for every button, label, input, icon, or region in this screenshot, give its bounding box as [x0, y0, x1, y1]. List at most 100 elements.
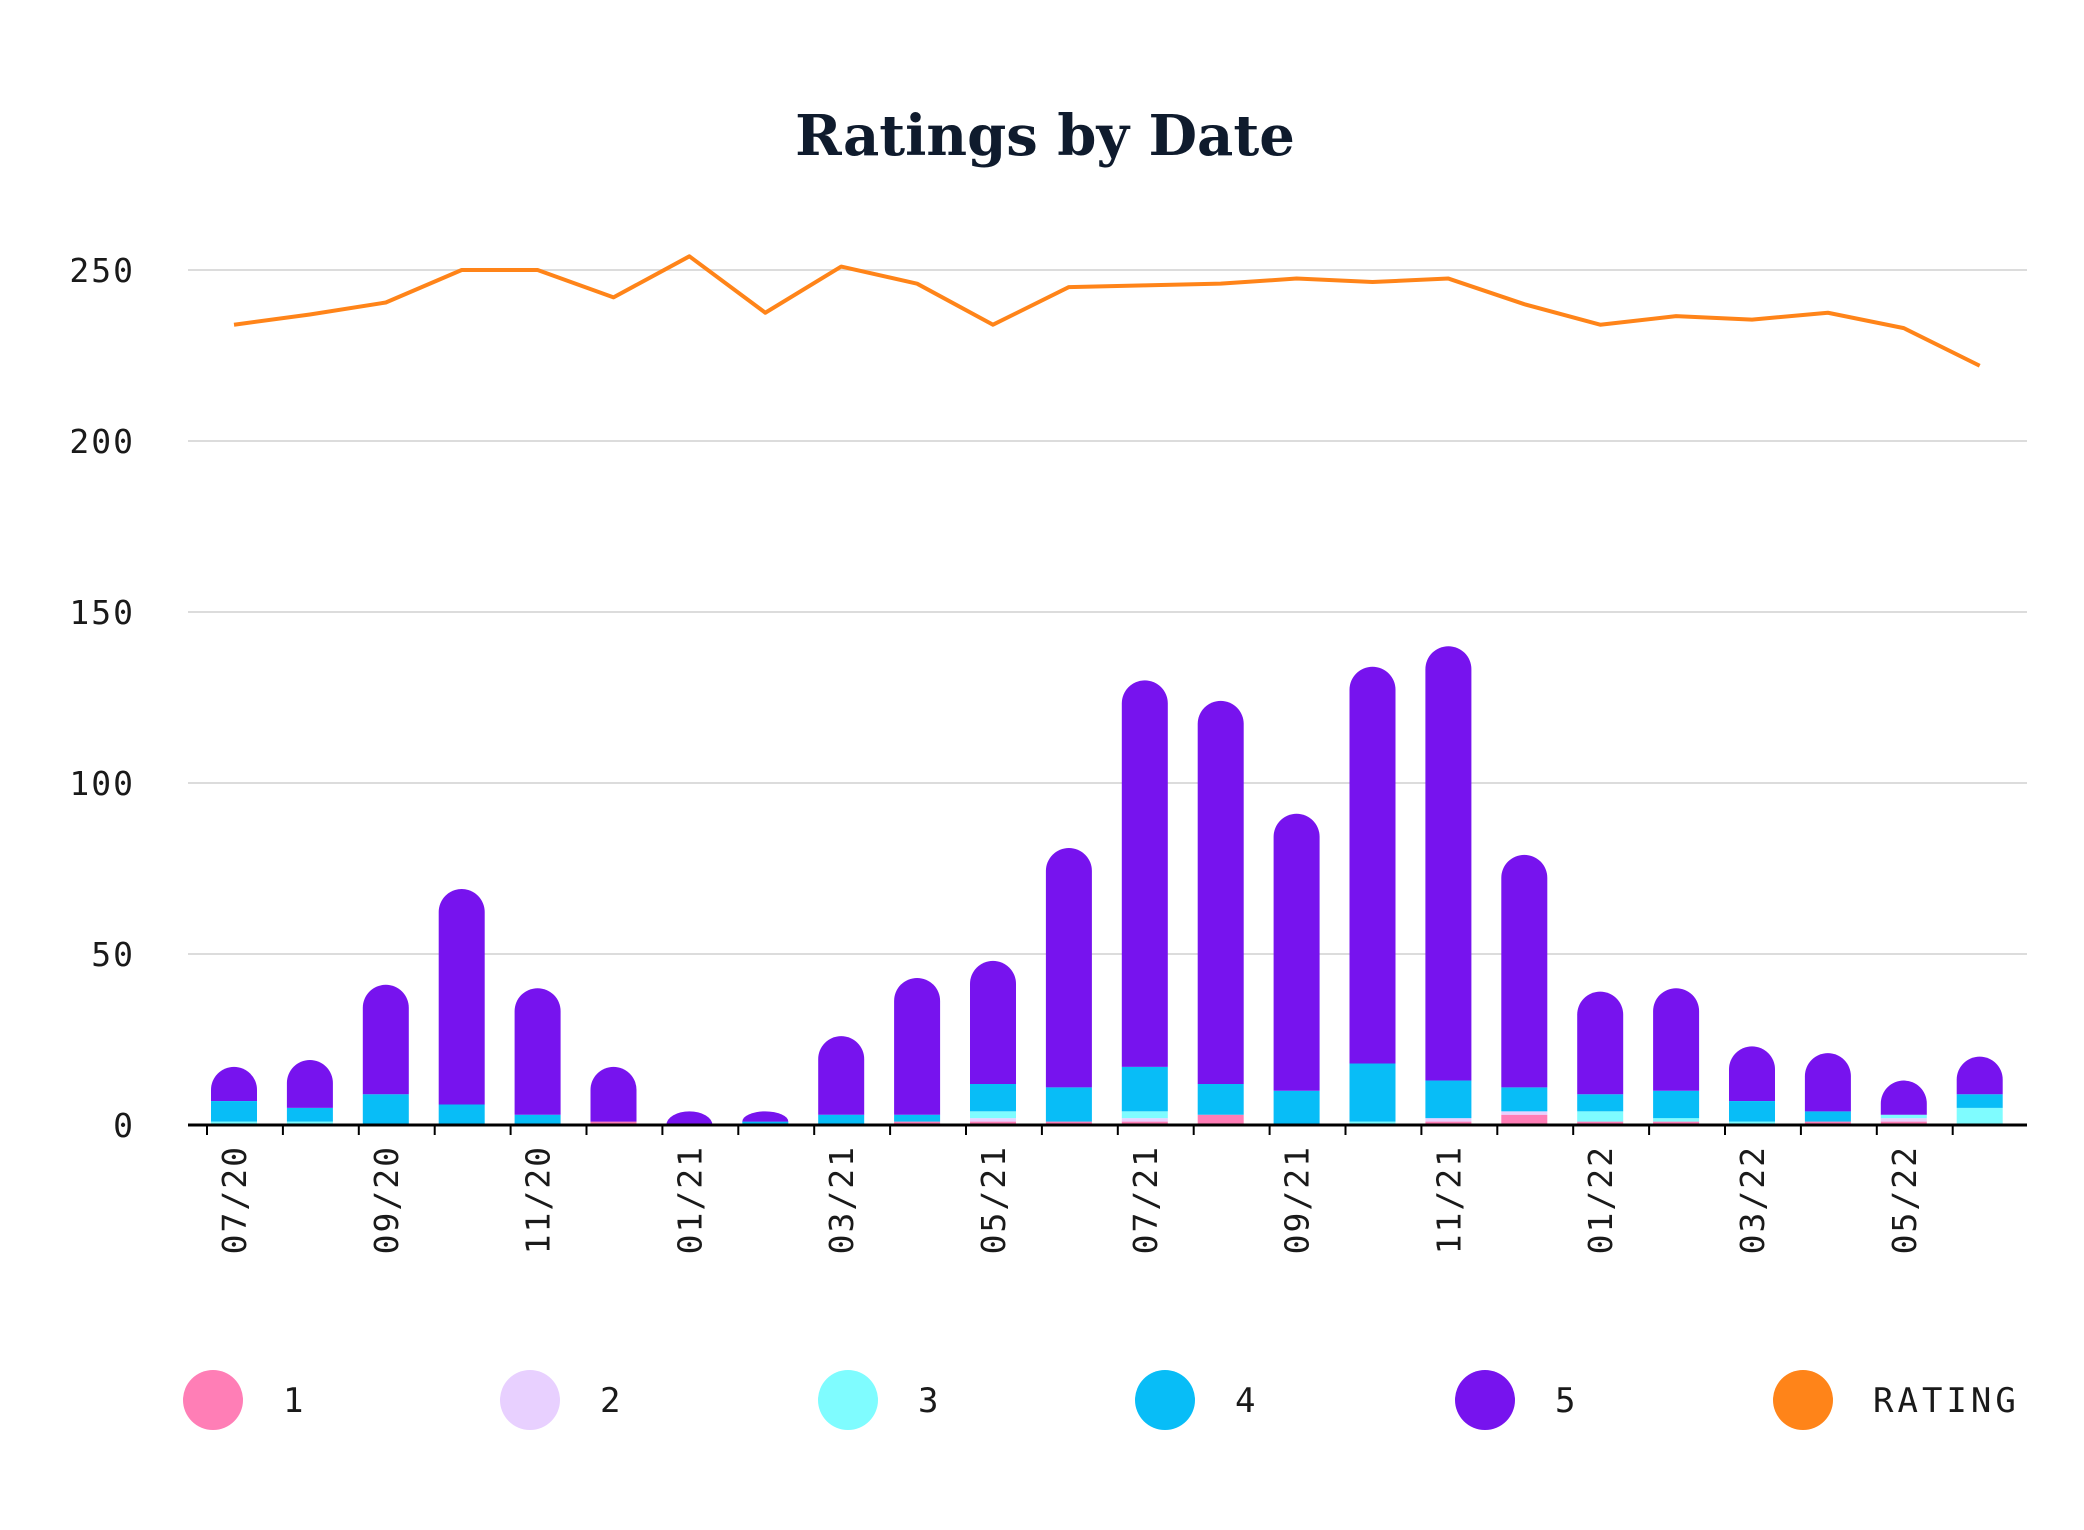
bar-segment-rating-4	[818, 1114, 865, 1125]
bar-segment-rating-5	[894, 977, 941, 1115]
legend-label: 5	[1555, 1381, 1579, 1421]
bar-stack-12/20	[590, 1066, 637, 1125]
x-tick-label: 09/20	[367, 1145, 406, 1254]
bar-stack-09/20	[362, 984, 409, 1125]
x-tick-label: 03/22	[1733, 1145, 1772, 1254]
x-tick-label: 07/20	[215, 1145, 254, 1254]
x-tick-label: 05/22	[1885, 1145, 1924, 1254]
x-tick-label: 11/20	[519, 1145, 558, 1254]
bar-segment-rating-1	[1425, 1121, 1472, 1125]
bar-stack-10/21	[1349, 666, 1396, 1125]
bar-segment-rating-1	[1197, 1114, 1244, 1125]
bar-stack-06/21	[1045, 847, 1092, 1125]
bar-segment-rating-1	[970, 1121, 1016, 1125]
bar-stack-05/21	[970, 960, 1016, 1125]
bar-segment-rating-5	[1197, 700, 1244, 1084]
bar-segment-rating-1	[1577, 1121, 1624, 1125]
bar-segment-rating-4	[742, 1121, 789, 1125]
bar-stack-08/20	[286, 1060, 333, 1125]
bar-segment-rating-1	[1045, 1121, 1092, 1125]
bar-stack-11/20	[514, 988, 561, 1125]
bar-segment-rating-4	[1729, 1101, 1775, 1122]
chart-title: Ratings by Date	[795, 103, 1295, 169]
bar-stack-07/20	[211, 1066, 257, 1125]
bar-segment-rating-3	[1653, 1118, 1700, 1122]
x-tick-label: 05/21	[974, 1145, 1013, 1254]
x-tick-label: 01/21	[670, 1145, 709, 1254]
bar-segment-rating-4	[211, 1101, 257, 1122]
bar-segment-rating-2	[1121, 1118, 1168, 1122]
bar-segment-rating-5	[1349, 666, 1396, 1064]
bar-segment-rating-4	[1349, 1063, 1396, 1122]
bar-segment-rating-5	[1425, 646, 1472, 1081]
bar-segment-rating-5	[286, 1060, 333, 1108]
bar-segment-rating-5	[1273, 813, 1320, 1091]
bar-stack-07/21	[1121, 680, 1168, 1125]
bar-segment-rating-5	[1804, 1053, 1851, 1112]
bar-segment-rating-4	[1653, 1090, 1700, 1119]
bar-stack-01/21	[666, 1111, 713, 1125]
bar-segment-rating-5	[1045, 847, 1092, 1088]
legend-label: 1	[283, 1381, 307, 1421]
bar-segment-rating-4	[1197, 1083, 1244, 1115]
bar-segment-rating-4	[1121, 1066, 1168, 1112]
bar-segment-rating-5	[590, 1066, 637, 1122]
y-tick-label: 50	[91, 935, 135, 974]
x-tick-label: 03/21	[822, 1145, 861, 1254]
legend-swatch	[183, 1370, 243, 1430]
gridlines	[188, 269, 2027, 955]
bar-segment-rating-2	[1501, 1111, 1548, 1115]
bar-stack-09/21	[1273, 813, 1320, 1125]
bar-segment-rating-1	[1880, 1121, 1927, 1125]
bar-segment-rating-5	[438, 889, 485, 1105]
bar-segment-rating-2	[1425, 1118, 1472, 1122]
bar-segment-rating-5	[970, 960, 1016, 1084]
rating-line-layer	[233, 254, 1981, 368]
legend-swatch	[1455, 1370, 1515, 1430]
bar-segment-rating-1	[1121, 1121, 1168, 1125]
legend-label: RATING	[1873, 1381, 2020, 1421]
bar-segment-rating-4	[1956, 1094, 2003, 1108]
legend-swatch	[818, 1370, 878, 1430]
bar-segment-rating-5	[1653, 988, 1700, 1091]
bar-stack-11/21	[1425, 646, 1472, 1125]
x-tick-label: 07/21	[1126, 1145, 1165, 1254]
legend-label: 4	[1235, 1381, 1259, 1421]
bar-stack-01/22	[1577, 991, 1624, 1125]
bar-segment-rating-5	[818, 1036, 865, 1115]
bar-segment-rating-3	[211, 1121, 257, 1125]
bar-segment-rating-1	[1501, 1114, 1548, 1125]
bar-segment-rating-5	[1956, 1056, 2003, 1095]
bar-stack-06/22	[1956, 1056, 2003, 1125]
bar-segment-rating-3	[1880, 1114, 1927, 1119]
bar-segment-rating-3	[1349, 1121, 1396, 1125]
x-axis-ticks: 07/20 09/20 11/20 01/21 03/21 05/21 07/21 09/21…	[206, 1125, 1954, 1254]
bar-segment-rating-3	[970, 1111, 1016, 1119]
bar-segment-rating-1	[590, 1121, 637, 1125]
bar-stack-12/21	[1501, 854, 1548, 1125]
x-tick-label: 01/22	[1581, 1145, 1620, 1254]
bar-segment-rating-3	[1729, 1121, 1775, 1125]
x-tick-label: 11/21	[1429, 1145, 1468, 1254]
bar-segment-rating-4	[894, 1114, 941, 1122]
bar-segment-rating-4	[286, 1107, 333, 1122]
bar-segment-rating-4	[438, 1104, 485, 1125]
y-tick-label: 0	[113, 1106, 135, 1145]
bar-segment-rating-3	[1577, 1111, 1624, 1122]
rating-line	[233, 254, 1981, 368]
legend-swatch	[1773, 1370, 1833, 1430]
bar-segment-rating-4	[1501, 1087, 1548, 1112]
bar-segment-rating-3	[1121, 1111, 1168, 1119]
bar-segment-rating-2	[970, 1118, 1016, 1122]
bar-segment-rating-3	[1956, 1107, 2003, 1125]
legend-item-4: 4	[1135, 1370, 1259, 1430]
legend-item-1: 1	[183, 1370, 307, 1430]
legend-label: 3	[918, 1381, 942, 1421]
bar-segment-rating-3	[286, 1121, 333, 1125]
legend-item-5: 5	[1455, 1370, 1579, 1430]
bar-segment-rating-5	[1729, 1046, 1775, 1102]
bar-segment-rating-4	[1577, 1094, 1624, 1112]
bar-segment-rating-4	[970, 1083, 1016, 1112]
legend: 1 2 3 4 5 RATING	[183, 1370, 2020, 1430]
